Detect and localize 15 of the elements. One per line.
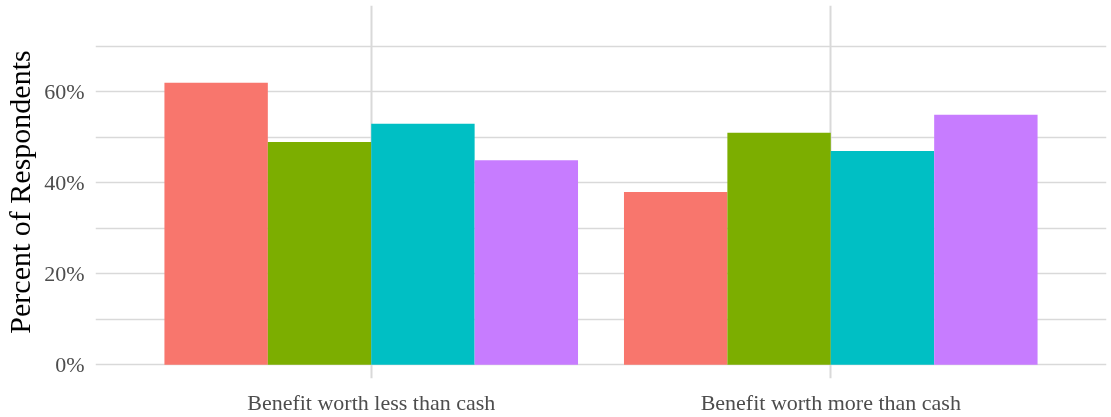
bar xyxy=(934,114,1038,365)
bar xyxy=(727,132,831,365)
bar xyxy=(371,123,475,365)
x-tick-label: Benefit worth less than cash xyxy=(247,389,496,415)
bar xyxy=(830,151,935,365)
y-tick-label: 20% xyxy=(44,261,85,287)
bar xyxy=(267,141,372,365)
y-tick-label: 40% xyxy=(44,170,85,196)
bar xyxy=(164,82,268,365)
bar xyxy=(623,192,728,365)
x-tick-label: Benefit worth more than cash xyxy=(700,389,961,415)
bar xyxy=(474,160,579,365)
y-tick-label: 60% xyxy=(44,79,85,105)
y-tick-label: 0% xyxy=(55,352,85,378)
y-axis-title: Percent of Respondents xyxy=(3,50,37,334)
